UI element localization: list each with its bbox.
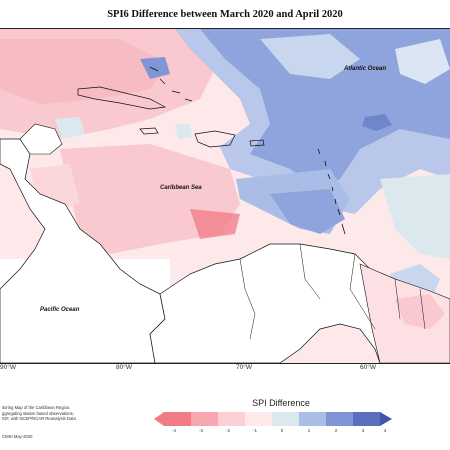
legend-title: SPI Difference	[252, 398, 310, 408]
legend-arrow-left	[154, 412, 164, 426]
credit-line: ggregating station based observations,	[2, 410, 74, 416]
legend-swatch	[299, 412, 326, 426]
legend-label: 0	[280, 428, 284, 433]
legend-swatch	[218, 412, 245, 426]
legend-label: -3	[198, 428, 203, 433]
legend-label: 3	[361, 428, 365, 433]
atlantic-ocean-label: Atlantic Ocean	[344, 66, 387, 72]
legend-swatch	[245, 412, 272, 426]
credit-line: itoring Map of the Caribbean Region.	[2, 405, 71, 410]
caribbean-sea-label: Caribbean Sea	[160, 185, 202, 191]
lon-tick-80w: 80°W	[116, 364, 132, 371]
legend-swatch	[272, 412, 299, 426]
legend-label: -4	[171, 428, 176, 433]
legend-label: -2	[225, 428, 230, 433]
legend-swatch	[164, 412, 191, 426]
lon-tick-60w: 60°W	[360, 364, 376, 371]
credit-text: itoring Map of the Caribbean Region. ggr…	[2, 405, 76, 422]
lon-tick-70w: 70°W	[236, 364, 252, 371]
credit-line: IOF, with NCEP/NCAR Reanalysis Data	[2, 416, 76, 422]
pacific-ocean-label: Pacific Ocean	[40, 307, 80, 313]
legend-label: 4	[383, 428, 387, 433]
map-title: SPI6 Difference between March 2020 and A…	[107, 9, 343, 20]
lon-tick-90w: 90°W	[0, 364, 16, 371]
legend-swatch	[326, 412, 353, 426]
legend-arrow-right	[380, 412, 392, 426]
copyright-text: CIMH May-2020	[2, 434, 33, 439]
spi-difference-field	[0, 29, 450, 363]
legend-colorbar	[154, 412, 392, 426]
spi-map: Atlantic Ocean Caribbean Sea Pacific Oce…	[0, 28, 450, 364]
legend-label: 1	[307, 428, 311, 433]
legend-label: 2	[334, 428, 338, 433]
legend-swatch	[353, 412, 380, 426]
legend-label: -1	[252, 428, 257, 433]
legend-swatch	[191, 412, 218, 426]
